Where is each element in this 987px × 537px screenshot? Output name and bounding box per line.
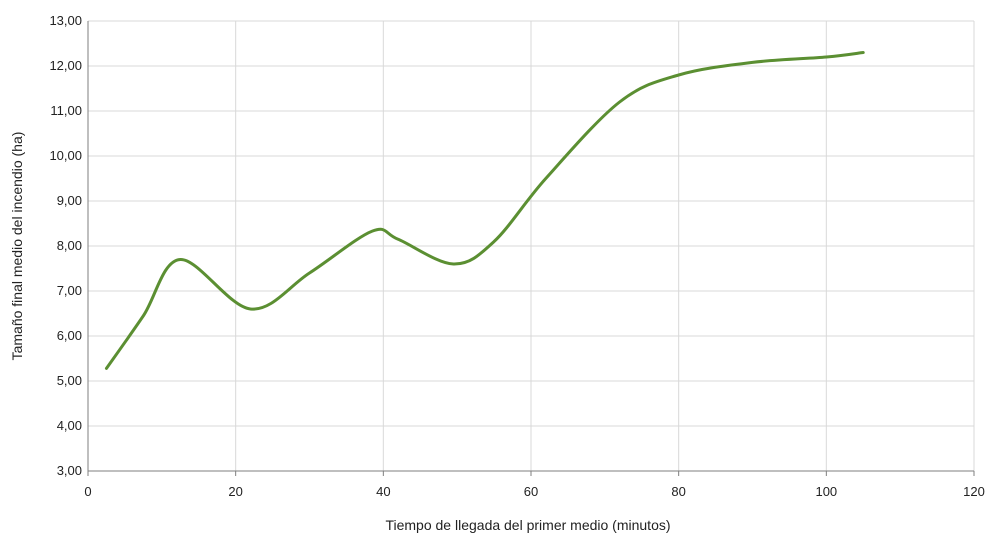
gridlines — [88, 20, 975, 471]
y-tick-label: 12,00 — [49, 58, 82, 73]
y-tick-label: 9,00 — [57, 193, 82, 208]
x-tick-label: 120 — [963, 484, 985, 499]
y-tick-label: 4,00 — [57, 418, 82, 433]
y-tick-label: 6,00 — [57, 328, 82, 343]
x-tick-label: 80 — [671, 484, 685, 499]
y-tick-label: 13,00 — [49, 13, 82, 28]
y-tick-label: 10,00 — [49, 148, 82, 163]
x-axis-title: Tiempo de llegada del primer medio (minu… — [385, 517, 670, 533]
x-tick-label: 40 — [376, 484, 390, 499]
x-tick-label: 0 — [84, 484, 91, 499]
y-tick-label: 3,00 — [57, 463, 82, 478]
y-axis-title: Tamaño final medio del incendio (ha) — [9, 132, 25, 361]
y-tick-label: 7,00 — [57, 283, 82, 298]
x-tick-label: 20 — [228, 484, 242, 499]
tick-labels: 3,00 4,00 5,00 6,00 7,00 8,00 9,00 10,00 11,00 12… — [49, 13, 984, 499]
axes — [87, 21, 975, 476]
x-tick-label: 60 — [524, 484, 538, 499]
y-tick-label: 5,00 — [57, 373, 82, 388]
y-tick-label: 8,00 — [57, 238, 82, 253]
series-layer — [104, 51, 865, 370]
y-tick-label: 11,00 — [50, 103, 82, 118]
x-tick-label: 100 — [815, 484, 837, 499]
series-line — [104, 51, 865, 370]
